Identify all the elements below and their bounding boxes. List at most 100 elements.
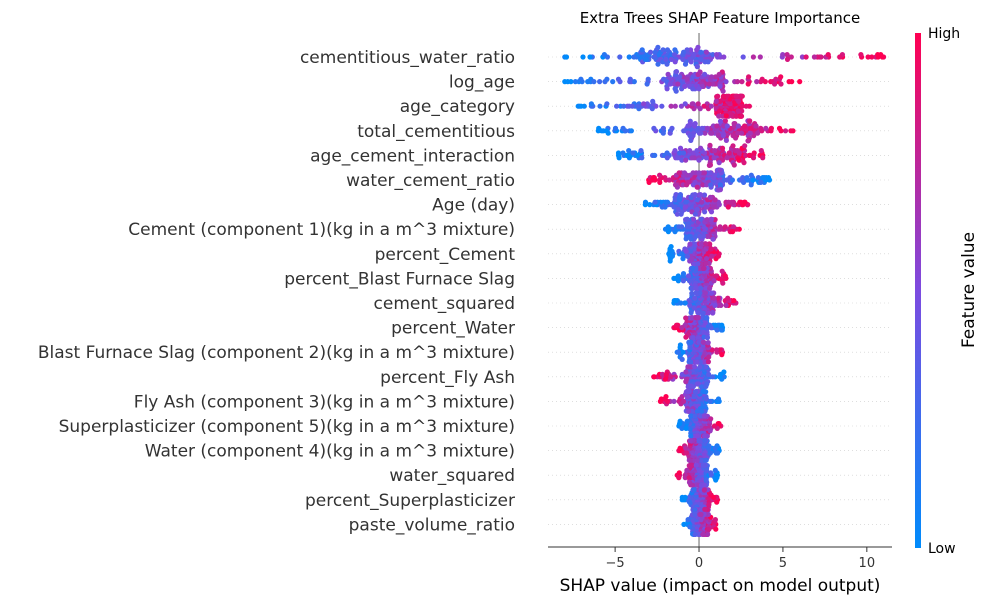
shap-point <box>687 438 693 444</box>
shap-point <box>683 379 689 385</box>
shap-point <box>690 216 697 222</box>
shap-point <box>760 175 766 181</box>
shap-point <box>711 155 717 161</box>
shap-point <box>811 54 818 60</box>
shap-point <box>778 81 784 87</box>
shap-point <box>639 47 645 53</box>
shap-point <box>718 327 725 333</box>
shap-point <box>684 182 690 188</box>
shap-point <box>705 340 711 346</box>
shap-point <box>716 108 723 114</box>
shap-point <box>662 376 669 382</box>
shap-point <box>688 137 694 143</box>
shap-point <box>699 384 705 390</box>
shap-point <box>704 125 711 131</box>
shap-point <box>657 179 663 185</box>
shap-point <box>684 172 690 178</box>
shap-point <box>679 325 685 331</box>
shap-point <box>759 76 765 82</box>
shap-point <box>700 531 706 538</box>
shap-point <box>703 396 710 402</box>
shap-point <box>710 52 716 58</box>
shap-point <box>716 202 722 208</box>
shap-point <box>782 128 789 134</box>
shap-point <box>858 52 864 58</box>
shap-point <box>706 371 712 377</box>
shap-point <box>578 76 584 82</box>
shap-point <box>684 253 691 259</box>
feature-label: Age (day) <box>432 196 515 216</box>
shap-point <box>692 192 698 198</box>
shap-point <box>702 433 708 439</box>
shap-point <box>737 93 744 99</box>
shap-point <box>650 98 656 104</box>
shap-point <box>797 79 803 85</box>
shap-point <box>687 148 693 154</box>
shap-point <box>755 175 762 181</box>
shap-point <box>734 79 741 85</box>
shap-point <box>695 101 701 107</box>
shap-point <box>715 93 721 99</box>
shap-point <box>660 130 666 136</box>
shap-point <box>682 300 688 306</box>
feature-label: percent_Superplasticizer <box>305 491 515 511</box>
shap-point <box>688 339 694 345</box>
shap-point <box>683 157 689 163</box>
shap-point <box>725 295 731 301</box>
shap-point <box>727 110 733 116</box>
shap-point <box>664 155 670 161</box>
shap-point <box>664 398 671 404</box>
shap-point <box>669 253 676 259</box>
shap-point <box>696 157 702 163</box>
x-ticks: −5 0 5 10 <box>606 547 875 571</box>
shap-point <box>751 150 757 156</box>
shap-point <box>678 103 685 109</box>
shap-point <box>731 298 737 304</box>
shap-point <box>697 69 703 75</box>
shap-point <box>680 256 686 262</box>
shap-point <box>666 177 673 183</box>
feature-label: paste_volume_ratio <box>349 515 515 535</box>
shap-point <box>707 322 713 328</box>
shap-point <box>869 54 875 60</box>
shap-point <box>683 425 689 431</box>
shap-point <box>596 125 602 131</box>
shap-point <box>676 194 683 200</box>
shap-point <box>702 438 708 444</box>
shap-point <box>708 246 714 252</box>
shap-point <box>692 511 698 517</box>
shap-point <box>714 52 720 58</box>
shap-point <box>717 118 724 124</box>
shap-point <box>641 101 647 107</box>
shap-point <box>681 521 687 528</box>
shap-point <box>652 152 658 158</box>
shap-point <box>685 273 692 279</box>
shap-point <box>695 315 701 321</box>
shap-point <box>694 359 700 365</box>
shap-point <box>706 81 712 87</box>
shap-point <box>711 494 717 500</box>
shap-point <box>672 148 678 154</box>
shap-point <box>679 224 685 230</box>
shap-point <box>715 295 721 301</box>
shap-point <box>722 224 728 230</box>
shap-point <box>713 526 719 532</box>
shap-point <box>685 517 691 523</box>
shap-point <box>687 133 693 139</box>
shap-point <box>675 206 681 212</box>
shap-point <box>730 224 737 230</box>
shap-point <box>682 475 688 481</box>
shap-point <box>715 133 722 139</box>
shap-point <box>698 285 704 291</box>
shap-point <box>678 300 684 306</box>
shap-point <box>704 217 710 223</box>
shap-point <box>663 371 670 377</box>
shap-point <box>701 265 707 271</box>
shap-point <box>620 150 626 156</box>
shap-point <box>711 295 717 301</box>
shap-point <box>713 450 719 456</box>
shap-point <box>687 524 693 530</box>
shap-point <box>723 79 729 85</box>
shap-point <box>684 467 690 473</box>
shap-point <box>701 192 708 198</box>
